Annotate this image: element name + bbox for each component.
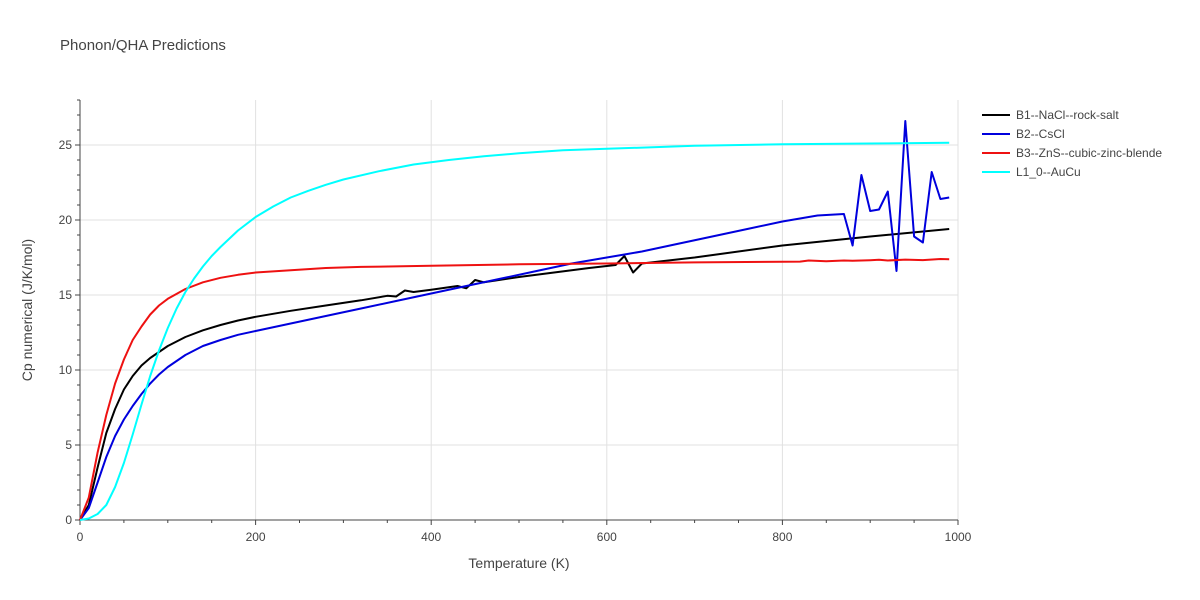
series-line-b2-cscl xyxy=(79,120,950,521)
x-tick-label: 600 xyxy=(597,530,617,544)
grid xyxy=(80,100,959,520)
y-tick-label: 20 xyxy=(59,213,73,227)
legend-label: B1--NaCl--rock-salt xyxy=(1016,108,1119,122)
legend-label: B3--ZnS--cubic-zinc-blende xyxy=(1016,146,1162,160)
series-line-b1-nacl-rock-salt xyxy=(79,228,950,521)
legend: B1--NaCl--rock-salt B2--CsCl B3--ZnS--cubi… xyxy=(982,108,1162,179)
legend-label: L1_0--AuCu xyxy=(1016,165,1081,179)
legend-item-b3-zns-cubic-zinc-blende[interactable]: B3--ZnS--cubic-zinc-blende xyxy=(982,146,1162,160)
x-tick-label: 0 xyxy=(77,530,84,544)
x-tick-label: 400 xyxy=(421,530,441,544)
x-tick-label: 800 xyxy=(772,530,792,544)
y-tick-label: 10 xyxy=(59,363,73,377)
x-axis-label: Temperature (K) xyxy=(468,555,569,571)
legend-item-b1-nacl-rock-salt[interactable]: B1--NaCl--rock-salt xyxy=(982,108,1119,122)
y-tick-label: 25 xyxy=(59,138,73,152)
axes: 0 200 400 600 800 1000 0 5 10 15 20 25 xyxy=(59,99,972,544)
legend-label: B2--CsCl xyxy=(1016,127,1065,141)
y-tick-label: 0 xyxy=(65,513,72,527)
series-line-l1-0-aucu xyxy=(79,141,950,521)
legend-item-b2-cscl[interactable]: B2--CsCl xyxy=(982,127,1065,141)
chart-title: Phonon/QHA Predictions xyxy=(60,37,226,54)
series-line-b3-zns-cubic-zinc-blende xyxy=(79,258,950,521)
x-tick-label: 200 xyxy=(246,530,266,544)
plot-area xyxy=(79,120,950,521)
y-tick-label: 5 xyxy=(65,438,72,452)
x-tick-label: 1000 xyxy=(945,530,972,544)
y-tick-label: 15 xyxy=(59,288,73,302)
legend-item-l1-0-aucu[interactable]: L1_0--AuCu xyxy=(982,165,1081,179)
y-axis-label: Cp numerical (J/K/mol) xyxy=(19,239,35,381)
